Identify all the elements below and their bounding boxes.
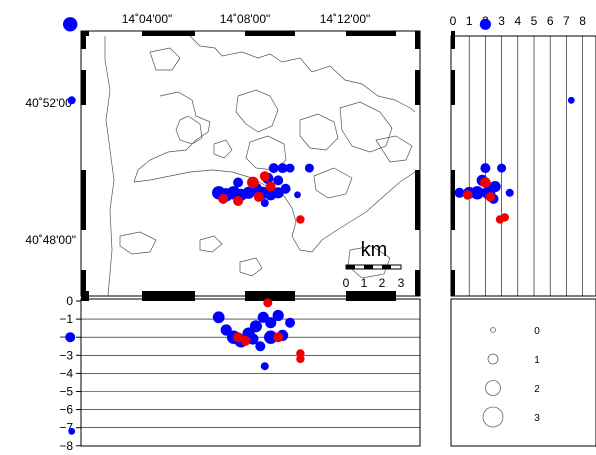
depth-frame — [80, 298, 421, 447]
map-event-blue — [268, 163, 279, 174]
map-event-blue — [67, 96, 76, 105]
legend-label-3: 3 — [534, 413, 540, 424]
depth-event-blue — [285, 317, 295, 328]
depth-event-blue — [264, 330, 278, 344]
map-event-blue — [277, 163, 288, 174]
scale-tick-2: 2 — [379, 276, 386, 290]
side-event-blue — [505, 188, 514, 197]
map-event-red — [218, 193, 229, 204]
depth-event-red — [296, 354, 305, 364]
depth-frame-bars — [81, 296, 396, 301]
map-event-red — [253, 191, 264, 202]
side-section-panel: 012345678 — [450, 14, 596, 297]
depth-event-blue — [68, 427, 76, 435]
lon-label-3: 14˚12'00" — [320, 12, 371, 26]
depth-tick-label: −6 — [59, 403, 73, 417]
side-tick-label: 6 — [547, 14, 554, 28]
side-event-blue — [454, 187, 465, 198]
map-event-blue — [273, 175, 284, 186]
map-event-red — [259, 171, 270, 182]
legend-circle-1 — [487, 353, 499, 365]
side-event-blue — [497, 163, 507, 173]
depth-tick-label: −4 — [59, 366, 73, 380]
depth-tick-label: −8 — [59, 439, 73, 450]
side-tick-label: 5 — [531, 14, 538, 28]
depth-gridlines — [76, 300, 420, 447]
side-frame-bars — [451, 31, 455, 296]
scale-tick-0: 0 — [343, 276, 350, 290]
depth-tick-label: −5 — [59, 385, 73, 399]
scale-unit: km — [361, 239, 388, 261]
map-event-blue — [294, 191, 301, 199]
side-event-blue — [567, 96, 575, 104]
side-event-red — [500, 213, 509, 222]
legend-label-1: 1 — [534, 355, 540, 366]
side-tick-label: 1 — [466, 14, 473, 28]
side-tick-label: 7 — [563, 14, 570, 28]
depth-event-red — [240, 335, 251, 346]
depth-tick-label: −3 — [59, 348, 73, 362]
side-event-blue — [480, 163, 491, 174]
map-event-red — [233, 196, 244, 206]
magnitude-legend: 0 1 2 3 — [450, 298, 596, 447]
map-event-blue — [260, 199, 269, 207]
depth-section-panel: 0−1−2−3−4−5−6−7−8 — [59, 294, 421, 453]
side-tick-label: 4 — [514, 14, 521, 28]
legend-circle-2 — [485, 380, 501, 396]
depth-event-red — [233, 332, 244, 343]
side-event-blue — [479, 18, 491, 30]
depth-event-blue — [65, 332, 76, 343]
map-panel: 14˚04'00" 14˚08'00" 14˚12'00" 40˚52'00" … — [25, 12, 421, 297]
side-tick-labels: 012345678 — [450, 14, 587, 28]
map-event-red — [247, 176, 259, 189]
side-frame — [450, 35, 596, 297]
side-event-red — [485, 192, 496, 202]
map-frame-bars — [81, 31, 420, 296]
legend-items: 0 1 2 3 — [482, 326, 540, 428]
side-event-blue — [489, 181, 501, 193]
side-tick-label: 8 — [579, 14, 586, 28]
legend-circle-3 — [482, 406, 504, 428]
map-event-red — [296, 215, 305, 224]
map-event-blue — [233, 177, 244, 188]
side-event-red — [480, 177, 491, 188]
lat-label-1: 40˚52'00" — [25, 96, 76, 110]
side-tick-label: 3 — [498, 14, 505, 28]
map-event-red — [265, 181, 276, 192]
depth-tick-labels: 0−1−2−3−4−5−6−7−8 — [59, 294, 73, 453]
legend-label-2: 2 — [534, 384, 540, 395]
scale-bar: km 0 1 2 3 — [343, 239, 405, 290]
scale-tick-3: 3 — [398, 276, 405, 290]
map-event-blue — [304, 163, 314, 173]
depth-event-blue — [212, 311, 225, 324]
depth-event-blue — [260, 362, 269, 371]
side-tick-label: 0 — [450, 14, 457, 28]
lon-label-2: 14˚08'00" — [220, 12, 271, 26]
depth-event-red — [263, 298, 273, 308]
depth-event-red — [273, 332, 284, 343]
legend-label-0: 0 — [534, 326, 540, 337]
depth-event-blue — [272, 309, 284, 322]
depth-event-blue — [249, 320, 262, 333]
depth-event-blue — [265, 317, 277, 329]
map-event-blue — [285, 163, 295, 173]
legend-circle-0 — [490, 327, 496, 333]
depth-events — [65, 298, 305, 435]
scale-tick-1: 1 — [361, 276, 368, 290]
depth-tick-label: 0 — [66, 294, 73, 308]
side-events — [454, 18, 575, 224]
depth-event-blue — [255, 341, 266, 352]
map-event-blue — [62, 17, 78, 32]
depth-tick-label: −1 — [59, 312, 73, 326]
legend-frame — [450, 298, 596, 447]
lat-label-2: 40˚48'00" — [25, 233, 76, 247]
map-frame — [80, 30, 421, 297]
map-event-blue — [280, 183, 291, 194]
map-events — [62, 17, 314, 224]
lon-label-1: 14˚04'00" — [122, 12, 173, 26]
side-event-red — [462, 190, 473, 200]
